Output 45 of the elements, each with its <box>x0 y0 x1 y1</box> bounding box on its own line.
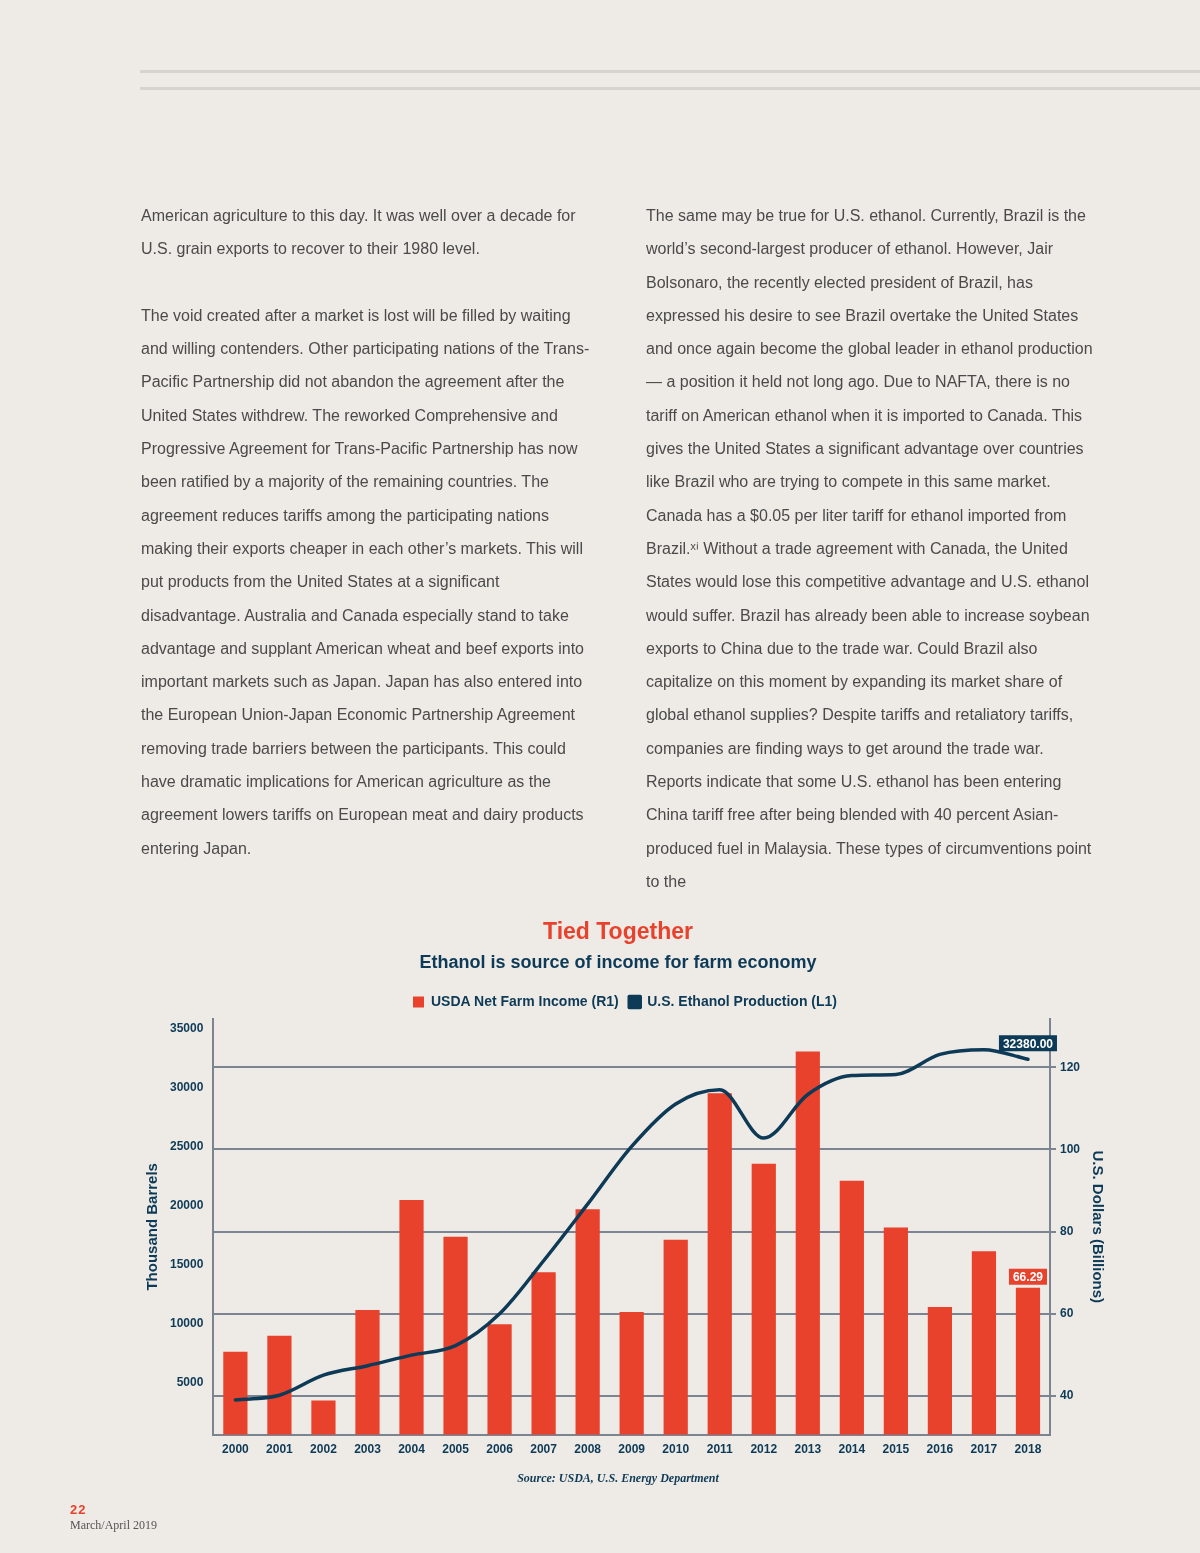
y-tick-label: 10000 <box>169 1315 204 1330</box>
x-tick-label: 2010 <box>662 1442 690 1457</box>
x-tick-label: 2005 <box>442 1442 470 1457</box>
x-tick-label: 2017 <box>970 1442 998 1457</box>
x-tick-label: 2016 <box>926 1442 954 1457</box>
y2-tick-label: 60 <box>1059 1305 1074 1320</box>
y2-tick-label: 100 <box>1059 1141 1081 1156</box>
y2-tick-label: 120 <box>1059 1059 1081 1074</box>
y-tick-label: 30000 <box>169 1079 204 1094</box>
text: The void created after a market is lost will be filled by waiting and willing contenders. Other participating nations of the Trans-Pacific Partnership did not abandon the agreement after the United States withdrew. The reworked Comprehensive and Progressive Agreement for Trans-Pacific Partnership has now been ratified by a majority of the remaining countries. The agreement reduces tariffs among the participating nations making their exports cheaper in each other’s markets. This will put products from the United States at a significant disadvantage. Australia and Canada especially stand to take advantage and supplant American wheat and beef exports into important markets such as Japan. Japan has also entered into the European Union-Japan Economic Partnership Agreement removing trade barriers between the participants. This could have dramatic implications for American agriculture as the agreement lowers tariffs on European meat and dairy products entering Japan. <box>141 306 590 857</box>
text: 22 <box>70 1502 87 1517</box>
y2-tick-label: 40 <box>1059 1387 1074 1402</box>
y2-tick-label: 80 <box>1059 1223 1074 1238</box>
data-label: 66.29 <box>1012 1270 1044 1285</box>
x-tick-label: 2018 <box>1014 1442 1042 1457</box>
text: The same may be true for U.S. ethanol. Currently, Brazil is the world’s second-largest producer of ethanol. However, Jair Bolsonaro, the recently elected president of Brazil, has expressed his desire to see Brazil overtake the United States and once again become the global leader in ethanol production — a position it held not long ago. Due to NAFTA, there is no tariff on American ethanol when it is imported to Canada. This gives the United States a significant advantage over countries like Brazil who are trying to compete in this same market. Canada has a $0.05 per liter tariff for ethanol imported from Brazil.ˣⁱ Without a trade agreement with Canada, the United States would lose this competitive advantage and U.S. ethanol would suffer. Brazil has already been able to increase soybean exports to China due to the trade war. Could Brazil also capitalize on this moment by expanding its market share of global ethanol supplies? Despite tariffs and retaliatory tariffs, companies are finding ways to get around the trade war. Reports indicate that some U.S. ethanol has been entering China tariff free after being blended with 40 percent Asian-produced fuel in Malaysia. These types of circumventions point to the <box>646 207 1093 890</box>
text: American agriculture to this day. It was well over a decade for U.S. grain exports to recover to their 1980 level. <box>141 206 577 260</box>
x-tick-label: 2011 <box>706 1442 734 1457</box>
x-tick-label: 2000 <box>222 1442 250 1457</box>
x-tick-label: 2014 <box>838 1442 866 1457</box>
x-tick-label: 2002 <box>310 1442 338 1457</box>
x-tick-label: 2015 <box>882 1442 910 1457</box>
y-tick-label: 20000 <box>169 1197 204 1212</box>
x-tick-label: 2008 <box>574 1442 602 1457</box>
x-tick-label: 2007 <box>530 1442 558 1457</box>
legend-label: U.S. Ethanol Production (L1) <box>647 992 838 1009</box>
data-label: 32380.00 <box>1002 1036 1054 1051</box>
x-tick-label: 2013 <box>794 1442 822 1457</box>
x-tick-label: 2001 <box>266 1442 294 1457</box>
y-tick-label: 25000 <box>169 1138 204 1153</box>
text: March/April 2019 <box>70 1518 157 1533</box>
y-tick-label: 35000 <box>169 1020 204 1035</box>
legend-label: USDA Net Farm Income (R1) <box>430 992 619 1009</box>
chart-title: Tied Together <box>542 918 694 945</box>
y-tick-label: 15000 <box>169 1256 204 1271</box>
x-tick-label: 2003 <box>354 1442 382 1457</box>
y-tick-label: 5000 <box>176 1374 204 1389</box>
x-tick-label: 2012 <box>750 1442 778 1457</box>
x-tick-label: 2009 <box>618 1442 646 1457</box>
source-note: Source: USDA, U.S. Energy Department <box>516 1471 720 1486</box>
y2-axis-title: U.S. Dollars (Billions) <box>1089 1150 1107 1304</box>
y-axis-title: Thousand Barrels <box>143 1163 161 1291</box>
chart-subtitle: Ethanol is source of income for farm economy <box>418 952 818 973</box>
x-tick-label: 2004 <box>398 1442 426 1457</box>
x-tick-label: 2006 <box>486 1442 514 1457</box>
